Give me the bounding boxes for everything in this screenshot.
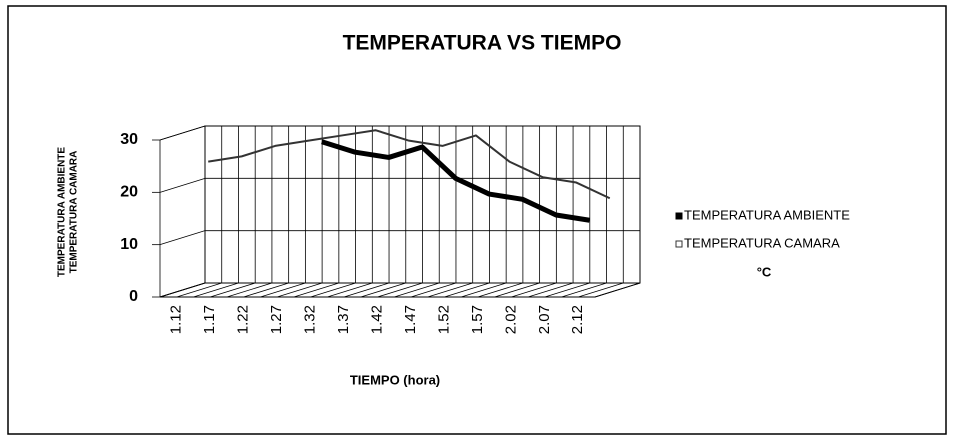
floor-grid (561, 282, 607, 298)
x-tick-label: 2.02 (502, 305, 519, 334)
y-tick-label: 20 (120, 184, 138, 201)
legend-label: TEMPERATURA AMBIENTE (684, 207, 850, 222)
floor-grid (461, 282, 507, 298)
x-tick-label: 1.47 (402, 305, 419, 334)
floor-grid (527, 282, 574, 298)
x-tick-label: 1.52 (435, 305, 452, 334)
x-tick-label: 1.42 (368, 305, 385, 334)
y-axis-label: TEMPERATURA AMBIENTE (57, 147, 68, 278)
floor-grid (444, 282, 490, 298)
floor-grid (377, 282, 423, 298)
floor-grid (210, 282, 256, 298)
legend-swatch (675, 240, 683, 248)
floor-grid (243, 282, 289, 298)
legend-label: TEMPERATURA CAMARA (684, 235, 840, 250)
x-tick-label: 1.37 (335, 305, 352, 334)
y-axis-label: TEMPERATURA CAMARA (69, 151, 80, 274)
grid-line (159, 177, 206, 193)
y-tick-label: 0 (129, 288, 138, 305)
floor-grid (360, 282, 406, 298)
y-tick-label: 30 (120, 131, 138, 148)
grid-line (159, 125, 206, 141)
floor-grid (511, 282, 557, 298)
floor-grid (594, 282, 641, 298)
floor-grid (226, 282, 273, 298)
series-line (208, 129, 611, 200)
floor-grid (260, 282, 306, 298)
floor-grid (343, 282, 390, 298)
legend-swatch (675, 212, 683, 220)
x-tick-label: 1.27 (268, 305, 285, 334)
floor-grid (310, 282, 356, 298)
x-axis-label: TIEMPO (hora) (350, 372, 440, 387)
floor-grid (578, 282, 624, 298)
floor-grid (544, 282, 590, 298)
floor-grid (276, 282, 323, 298)
x-tick-label: 2.12 (569, 305, 586, 334)
grid-line (159, 230, 206, 246)
x-tick-label: 1.22 (235, 305, 252, 334)
floor-grid (159, 282, 206, 298)
chart-title: TEMPERATURA VS TIEMPO (343, 32, 622, 55)
x-tick-label: 2.07 (536, 305, 553, 334)
floor-grid (477, 282, 524, 298)
floor-grid (193, 282, 239, 298)
y-tick-label: 10 (120, 236, 138, 253)
unit-note: °C (757, 264, 772, 279)
floor-grid (410, 282, 457, 298)
floor-grid (176, 282, 222, 298)
floor-grid (427, 282, 473, 298)
floor-grid (293, 282, 339, 298)
x-tick-label: 1.17 (201, 305, 218, 334)
floor-grid (494, 282, 540, 298)
floor-grid (394, 282, 440, 298)
x-tick-label: 1.32 (302, 305, 319, 334)
x-tick-label: 1.12 (168, 305, 185, 334)
x-tick-label: 1.57 (469, 305, 486, 334)
floor-grid (327, 282, 373, 298)
series-line (321, 139, 590, 223)
